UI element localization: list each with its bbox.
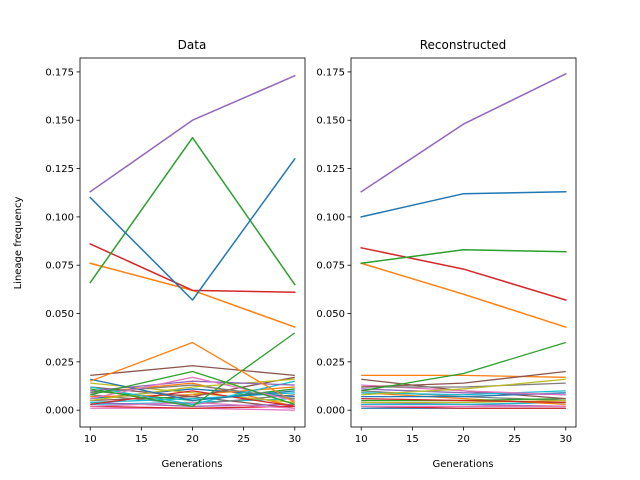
series-line-14 [361,397,566,404]
x-tick-label: 25 [508,434,521,445]
plot-area-reconstructed [360,72,567,409]
x-tick-label: 10 [84,434,97,445]
x-tick-label: 15 [135,434,148,445]
y-tick-label: 0.000 [45,406,74,417]
y-tick-label: 0.000 [316,406,345,417]
y-tick-label: 0.025 [316,357,345,368]
y-tick-label: 0.125 [316,164,345,175]
x-tick-label: 30 [559,434,572,445]
x-tick-label: 20 [186,434,199,445]
y-tick-label: 0.175 [316,67,345,78]
y-axis-label: Lineage frequency [13,197,24,290]
series-line-2 [89,136,296,286]
axes-reconstructed: 10 15 20 25 30 0.000 0.025 0.050 0.075 0.100 0.125… [316,57,577,445]
series-line-3 [360,246,567,301]
y-tick-label: 0.050 [316,309,345,320]
series-line-5 [361,341,566,392]
series-line-4 [360,262,567,329]
x-tick-label: 30 [288,434,301,445]
x-tick-label: 25 [237,434,250,445]
panel-data: Data Generations 10 15 20 25 30 0.000 0.025 0.0… [45,38,306,470]
series-line-7 [90,365,295,377]
series-line-7 [361,374,566,378]
series-line-2 [360,249,567,265]
axes-frame [350,57,577,428]
y-tick-label: 0.125 [45,164,74,175]
panel-title-reconstructed: Reconstructed [420,38,507,52]
y-tick-label: 0.050 [45,309,74,320]
series-line-8 [90,370,295,405]
series-line-5 [90,341,296,404]
series-line-1 [360,190,567,218]
series-line-4 [89,262,296,329]
y-tick-label: 0.075 [45,261,74,272]
axes-data: 10 15 20 25 30 0.000 0.025 0.050 0.075 0.100 0.125… [45,57,306,445]
y-tick-label: 0.075 [316,261,345,272]
x-axis-label-reconstructed: Generations [433,459,494,470]
y-tick-label: 0.100 [45,212,74,223]
plot-area-data [89,74,296,411]
x-tick-label: 20 [457,434,470,445]
series-line-15 [90,390,295,407]
series-line-3 [89,242,296,294]
x-tick-label: 15 [406,434,419,445]
y-tick-label: 0.175 [45,67,74,78]
y-tick-label: 0.150 [45,116,74,127]
x-axis-label-data: Generations [162,459,223,470]
panel-title-data: Data [178,38,207,52]
series-line-6 [90,332,296,407]
x-tick-label: 10 [355,434,368,445]
series-line-0 [89,74,296,193]
y-tick-label: 0.025 [45,357,74,368]
series-line-0 [360,72,567,193]
series-line-8 [361,378,566,396]
y-tick-label: 0.150 [316,116,345,127]
y-tick-label: 0.100 [316,212,345,223]
panel-reconstructed: Reconstructed Generations 10 15 20 25 30 0.00… [316,38,577,470]
series-line-1 [89,157,296,301]
series-line-12 [90,380,295,406]
series-line-9 [361,382,566,388]
series-line-19 [90,401,295,409]
